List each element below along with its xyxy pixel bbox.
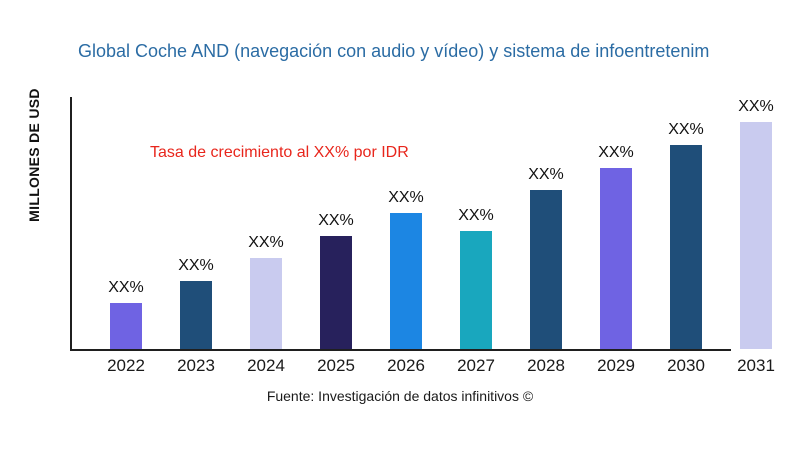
- bar-value-label-2025: XX%: [318, 212, 354, 229]
- y-axis-label: MILLONES DE USD: [26, 88, 42, 222]
- x-tick-label-2030: 2030: [667, 356, 705, 375]
- x-axis-line: [70, 349, 731, 351]
- chart-title: Global Coche AND (navegación con audio y…: [78, 41, 710, 61]
- x-tick-label-2028: 2028: [527, 356, 565, 375]
- growth-rate-annotation: Tasa de crecimiento al XX% por IDR: [150, 144, 409, 161]
- bar-2027: [460, 231, 492, 349]
- bar-2025: [320, 236, 352, 349]
- bar-2028: [530, 190, 562, 349]
- x-tick-label-2023: 2023: [177, 356, 215, 375]
- bar-value-label-2026: XX%: [388, 189, 424, 206]
- y-axis-line: [70, 97, 72, 351]
- bar-2026: [390, 213, 422, 349]
- x-tick-label-2022: 2022: [107, 356, 145, 375]
- x-tick-label-2026: 2026: [387, 356, 425, 375]
- bar-2024: [250, 258, 282, 349]
- bar-2029: [600, 168, 632, 349]
- x-tick-label-2027: 2027: [457, 356, 495, 375]
- x-tick-label-2029: 2029: [597, 356, 635, 375]
- bar-2022: [110, 303, 142, 349]
- bar-2023: [180, 281, 212, 349]
- x-tick-label-2025: 2025: [317, 356, 355, 375]
- bar-value-label-2030: XX%: [668, 121, 704, 138]
- bar-value-label-2024: XX%: [248, 234, 284, 251]
- bar-2031: [740, 122, 772, 349]
- bar-value-label-2022: XX%: [108, 279, 144, 296]
- bar-value-label-2028: XX%: [528, 166, 564, 183]
- x-tick-label-2024: 2024: [247, 356, 285, 375]
- bar-value-label-2031: XX%: [738, 98, 774, 115]
- bar-2030: [670, 145, 702, 349]
- x-tick-label-2031: 2031: [737, 356, 775, 375]
- bar-value-label-2029: XX%: [598, 144, 634, 161]
- source-caption: Fuente: Investigación de datos infinitiv…: [266, 388, 534, 404]
- bar-value-label-2027: XX%: [458, 207, 494, 224]
- bar-value-label-2023: XX%: [178, 257, 214, 274]
